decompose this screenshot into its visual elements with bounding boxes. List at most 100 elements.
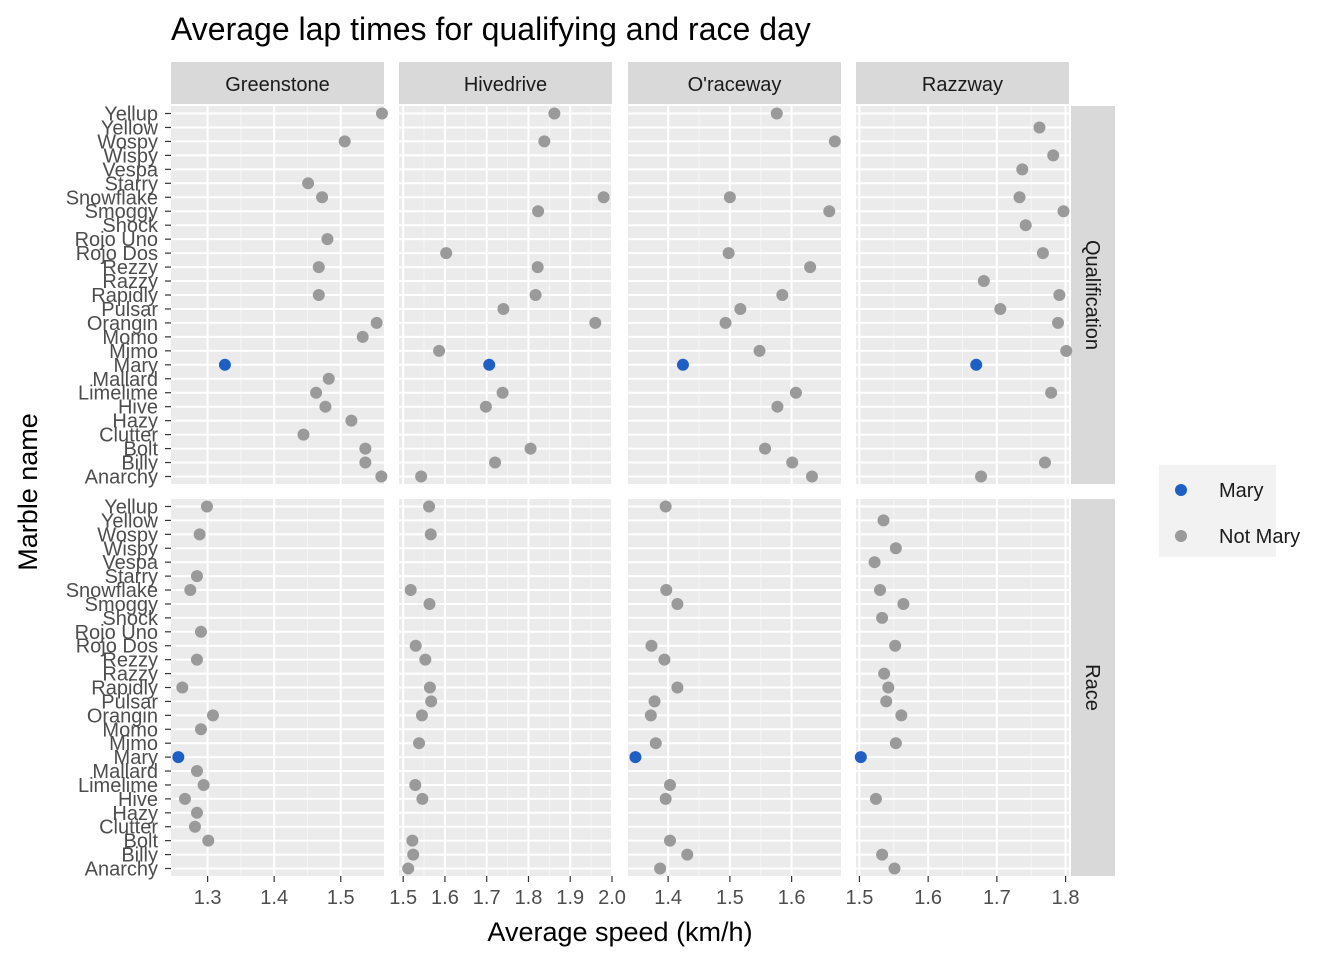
point-mimo-razzway-qualification <box>1060 344 1073 357</box>
x-tick-label: 1.4 <box>260 887 288 909</box>
y-tick-label-rapidly: Rapidly <box>91 678 158 700</box>
point-rezzy-hivedrive-qualification <box>531 261 544 274</box>
point-billy-hivedrive-race <box>407 848 420 861</box>
y-tick-label-hive: Hive <box>118 789 158 811</box>
point-mary-razzway-race <box>854 751 867 764</box>
x-tick-label: 1.7 <box>983 887 1011 909</box>
point-snowflake-hivedrive-race <box>404 584 417 597</box>
y-tick-label-pulsar: Pulsar <box>101 299 158 321</box>
y-tick-label-vespa: Vespa <box>102 159 158 181</box>
y-tick-label-mallard: Mallard <box>92 369 158 391</box>
point-snowflake-razzway-qualification <box>1013 191 1026 204</box>
point-smoggy-o-raceway-qualification <box>823 205 836 218</box>
legend-key-mary <box>1175 484 1187 496</box>
legend-label-mary: Mary <box>1219 480 1263 502</box>
point-rapidly-greenstone-race <box>176 681 189 694</box>
point-hive-hivedrive-qualification <box>479 400 492 413</box>
point-bolt-o-raceway-race <box>663 834 676 847</box>
y-tick-label-starry: Starry <box>105 566 158 588</box>
point-yellup-o-raceway-qualification <box>770 107 783 120</box>
x-tick-label: 1.6 <box>778 887 806 909</box>
point-clutter-greenstone-qualification <box>297 428 310 441</box>
point-snowflake-hivedrive-qualification <box>597 191 610 204</box>
point-smoggy-hivedrive-race <box>423 597 436 610</box>
point-starry-greenstone-race <box>190 570 203 583</box>
point-pulsar-o-raceway-race <box>648 695 661 708</box>
point-bolt-greenstone-qualification <box>359 442 372 455</box>
point-snowflake-razzway-race <box>874 584 887 597</box>
strip-label-o-raceway: O'raceway <box>688 74 782 96</box>
y-tick-label-bolt: Bolt <box>124 439 159 461</box>
point-orangin-greenstone-race <box>206 709 219 722</box>
legend-background <box>1159 465 1276 557</box>
strip-label-qualification: Qualification <box>1081 240 1103 350</box>
x-tick-label: 1.9 <box>556 887 584 909</box>
point-anarchy-o-raceway-qualification <box>805 470 818 483</box>
point-anarchy-razzway-qualification <box>975 470 988 483</box>
point-rapidly-hivedrive-race <box>423 681 436 694</box>
point-yellup-greenstone-race <box>200 500 213 513</box>
point-rezzy-o-raceway-qualification <box>804 261 817 274</box>
point-momo-greenstone-qualification <box>356 330 369 343</box>
y-tick-label-starry: Starry <box>105 173 158 195</box>
point-snowflake-greenstone-race <box>184 584 197 597</box>
point-mimo-o-raceway-race <box>649 737 662 750</box>
point-rapidly-hivedrive-qualification <box>529 289 542 301</box>
point-mallard-greenstone-race <box>190 765 203 778</box>
y-tick-label-shock: Shock <box>102 215 159 237</box>
x-axis-label: Average speed (km/h) <box>487 917 752 947</box>
point-bolt-hivedrive-qualification <box>524 442 537 455</box>
legend: Mary Not Mary <box>1159 465 1300 557</box>
point-wospy-hivedrive-race <box>424 528 437 541</box>
point-snowflake-greenstone-qualification <box>316 191 329 204</box>
point-yellow-razzway-qualification <box>1033 121 1046 134</box>
panels: Greenstone Hivedrive O'raceway Razzway Quali… <box>66 62 1115 909</box>
point-hive-greenstone-race <box>178 792 191 805</box>
y-tick-label-wispy: Wispy <box>104 145 158 167</box>
x-tick-label: 1.6 <box>431 887 459 909</box>
point-rapidly-razzway-race <box>882 681 895 694</box>
point-anarchy-greenstone-qualification <box>375 470 388 483</box>
point-billy-o-raceway-qualification <box>786 456 799 469</box>
point-momo-greenstone-race <box>194 723 207 736</box>
point-mary-hivedrive-qualification <box>483 358 496 371</box>
point-smoggy-o-raceway-race <box>671 597 684 610</box>
point-hive-o-raceway-qualification <box>771 400 784 413</box>
point-smoggy-razzway-race <box>897 597 910 610</box>
x-tick-label: 1.3 <box>194 887 222 909</box>
point-bolt-hivedrive-race <box>406 834 419 847</box>
point-snowflake-o-raceway-race <box>660 584 673 597</box>
point-orangin-razzway-race <box>895 709 908 722</box>
point-wispy-razzway-qualification <box>1047 149 1060 162</box>
y-tick-label-snowflake: Snowflake <box>66 580 158 602</box>
x-tick-label: 1.8 <box>1052 887 1080 909</box>
y-tick-label-mary: Mary <box>114 747 158 769</box>
point-clutter-greenstone-race <box>188 820 201 833</box>
y-tick-label-yellup: Yellup <box>104 104 158 126</box>
x-tick-label: 1.6 <box>914 887 942 909</box>
point-orangin-greenstone-qualification <box>370 316 383 329</box>
y-tick-label-limelime: Limelime <box>78 383 158 405</box>
point-shock-razzway-qualification <box>1019 219 1032 232</box>
point-limelime-o-raceway-race <box>663 778 676 791</box>
point-mimo-hivedrive-race <box>413 737 426 750</box>
point-snowflake-o-raceway-qualification <box>723 191 736 204</box>
point-rezzy-greenstone-race <box>190 653 203 666</box>
point-orangin-o-raceway-qualification <box>719 316 732 329</box>
point-rojo-dos-razzway-qualification <box>1036 247 1049 260</box>
point-mary-greenstone-race <box>172 751 185 764</box>
y-tick-label-hazy: Hazy <box>112 803 158 825</box>
point-vespa-razzway-race <box>868 556 881 569</box>
point-limelime-hivedrive-qualification <box>496 386 509 399</box>
point-rojo-dos-o-raceway-qualification <box>722 247 735 260</box>
point-anarchy-hivedrive-race <box>402 862 415 875</box>
x-tick-label: 1.7 <box>473 887 501 909</box>
y-tick-label-rojo-uno: Rojo Uno <box>75 229 158 251</box>
y-tick-label-rezzy: Rezzy <box>102 650 158 672</box>
point-wospy-o-raceway-qualification <box>828 135 841 148</box>
x-tick-label: 1.5 <box>846 887 874 909</box>
point-rezzy-hivedrive-race <box>419 653 432 666</box>
point-hazy-greenstone-race <box>190 806 203 819</box>
point-pulsar-razzway-qualification <box>994 302 1007 315</box>
